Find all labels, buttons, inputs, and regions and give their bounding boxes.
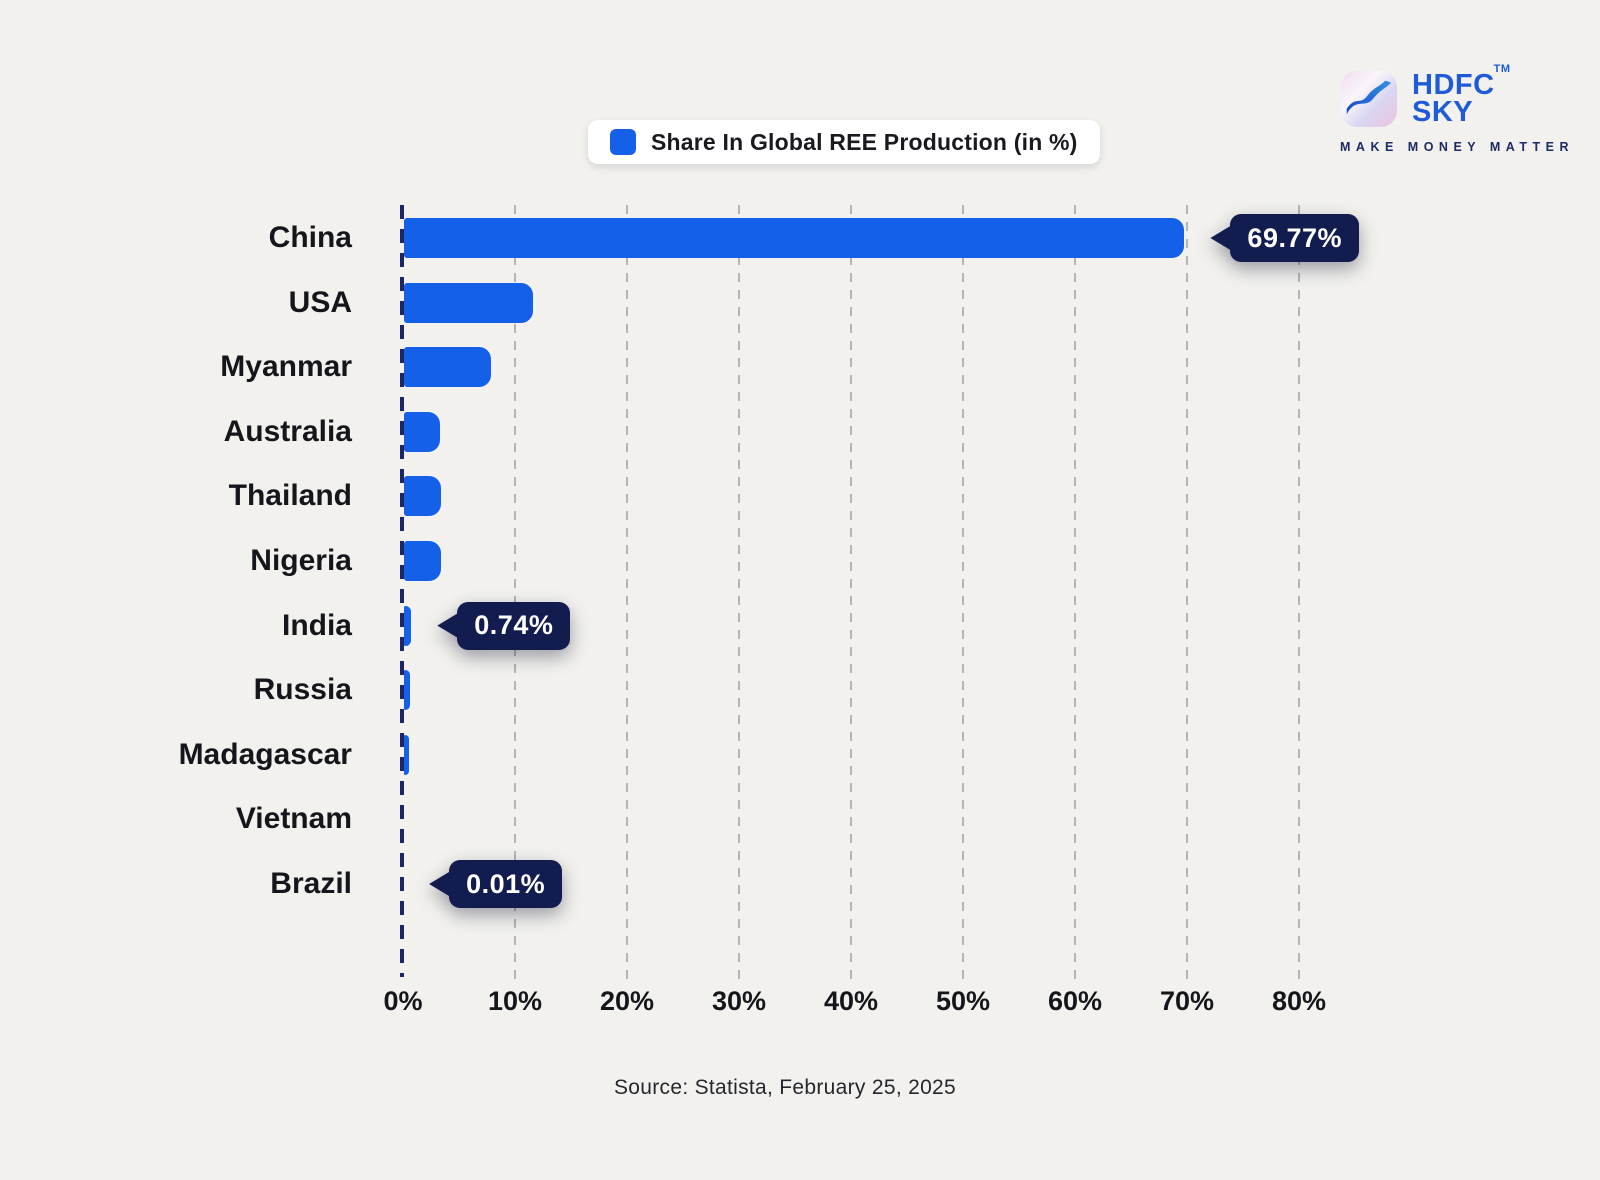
callout-value: 0.74% — [457, 601, 571, 650]
gridline — [850, 205, 852, 980]
category-label: USA — [288, 285, 352, 319]
x-tick-label: 40% — [823, 986, 879, 1016]
legend-color-swatch — [610, 129, 636, 155]
callout-arrow-icon — [429, 870, 452, 898]
hdfc-sky-logo: HDFC SKY TM MAKE MONEY MATTER — [1340, 63, 1575, 154]
gridline — [738, 205, 740, 980]
callout-arrow-icon — [1210, 224, 1233, 252]
hdfc-sky-swoosh-icon — [1340, 70, 1398, 128]
x-tick-label: 80% — [1271, 986, 1327, 1016]
bar-australia — [404, 411, 440, 452]
plot-area — [403, 205, 1300, 980]
category-label: Madagascar — [178, 737, 352, 771]
gridline — [962, 205, 964, 980]
x-tick-label: 70% — [1159, 986, 1215, 1016]
bar-india — [404, 605, 412, 646]
category-label: Nigeria — [250, 544, 352, 577]
brand-tagline: MAKE MONEY MATTER — [1340, 140, 1575, 154]
gridline — [514, 205, 516, 980]
source-note: Source: Statista, February 25, 2025 — [613, 1076, 957, 1099]
bar-china — [404, 218, 1185, 258]
category-label: Vietnam — [235, 802, 352, 836]
category-label: Russia — [253, 673, 352, 707]
x-tick-label: 0% — [383, 986, 423, 1016]
category-label: Brazil — [270, 867, 352, 900]
gridline — [1186, 205, 1188, 980]
value-callout-brazil: 0.01% — [429, 860, 563, 908]
x-tick-label: 30% — [711, 986, 767, 1016]
brand-wordmark: HDFC SKY TM — [1412, 63, 1510, 128]
callout-value: 69.77% — [1230, 214, 1359, 262]
value-callout-china: 69.77% — [1210, 214, 1359, 262]
legend-label: Share In Global REE Production (in %) — [651, 128, 1078, 155]
callout-value: 0.01% — [449, 860, 563, 908]
category-label: Thailand — [228, 479, 352, 513]
gridline — [1298, 205, 1300, 980]
bar-madagascar — [404, 734, 409, 775]
callout-arrow-icon — [437, 612, 460, 639]
category-label: Australia — [223, 414, 352, 448]
x-tick-label: 60% — [1047, 986, 1103, 1016]
gridline — [626, 205, 628, 980]
bar-thailand — [404, 476, 442, 517]
category-label: India — [281, 608, 352, 642]
bar-usa — [404, 282, 533, 323]
trademark-symbol: TM — [1493, 63, 1511, 75]
bar-myanmar — [404, 347, 492, 388]
value-callout-india: 0.74% — [437, 601, 571, 650]
zero-baseline — [400, 205, 404, 977]
x-tick-label: 20% — [599, 986, 655, 1016]
chart-legend: Share In Global REE Production (in %) — [588, 120, 1100, 164]
bar-russia — [404, 670, 411, 711]
gridline — [1074, 205, 1076, 980]
x-tick-label: 10% — [487, 986, 543, 1016]
brand-line1: HDFC — [1412, 69, 1495, 101]
category-label: China — [268, 221, 352, 254]
brand-line2: SKY — [1412, 95, 1474, 128]
x-tick-label: 50% — [935, 986, 991, 1016]
bar-nigeria — [404, 541, 442, 581]
category-label: Myanmar — [220, 350, 352, 384]
